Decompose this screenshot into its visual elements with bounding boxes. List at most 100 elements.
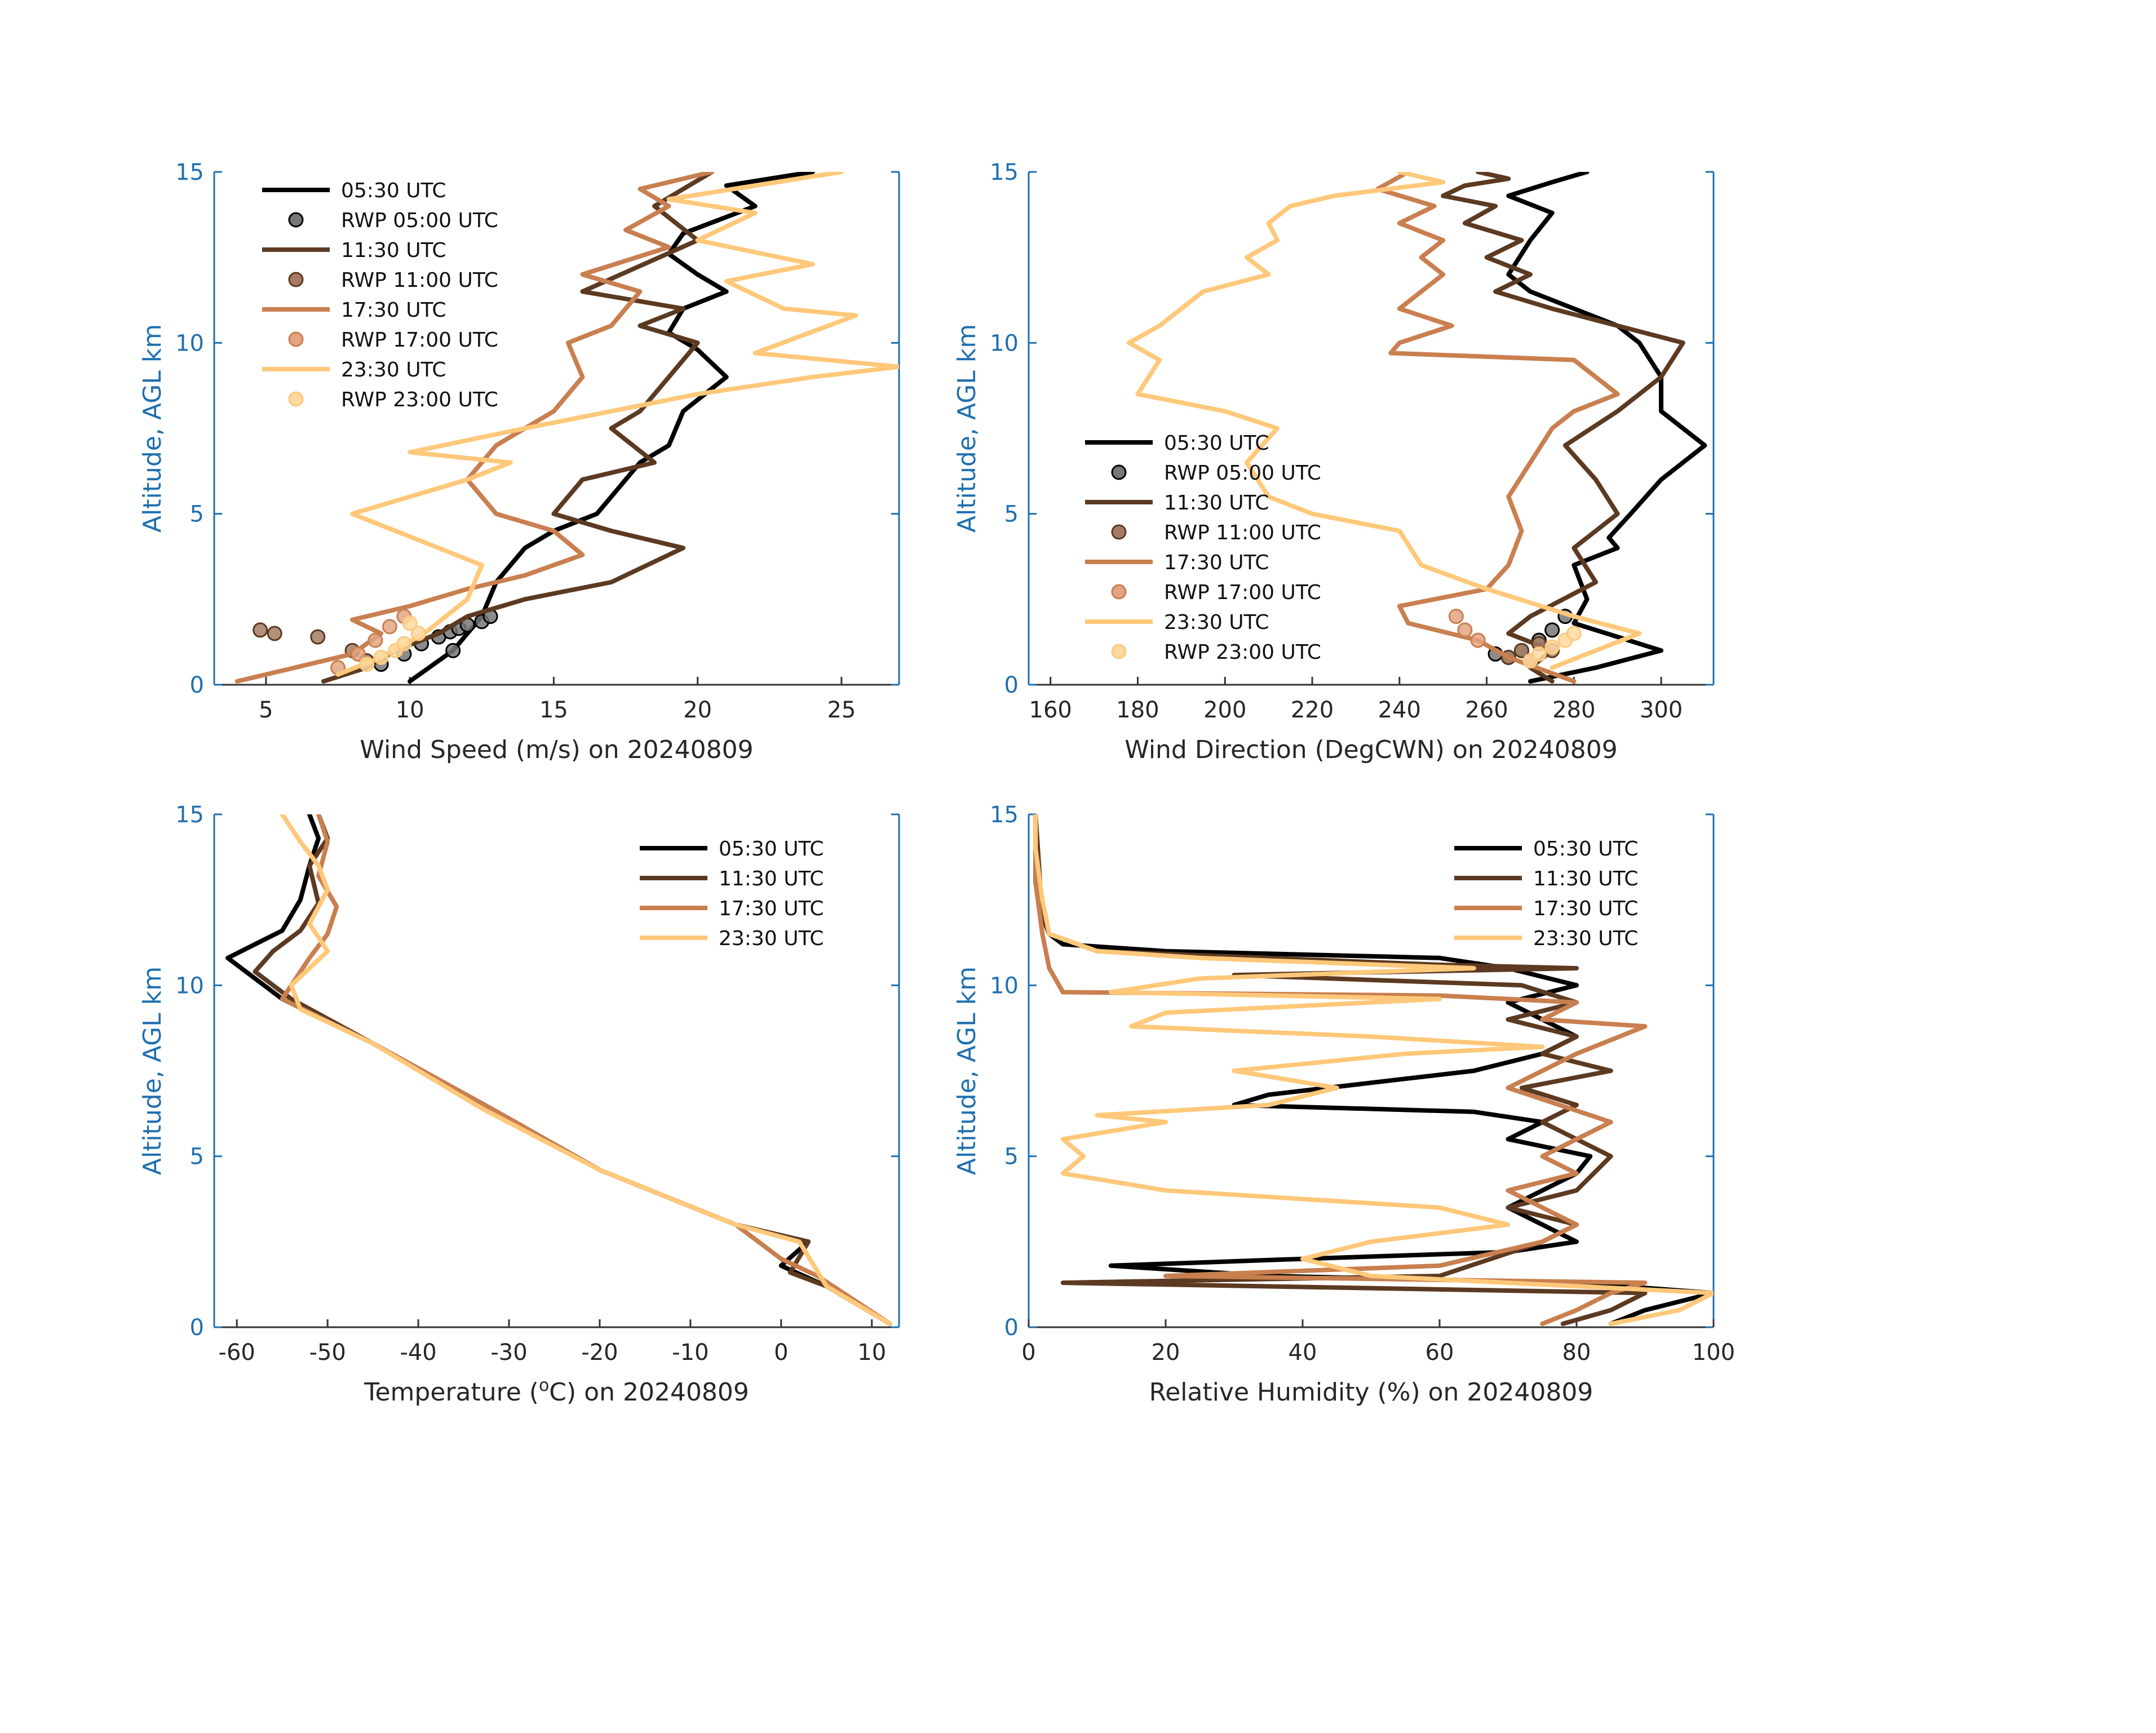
x-tick-label: 260 <box>1465 697 1508 723</box>
y-tick-label: 5 <box>190 502 204 528</box>
legend-entry-label: 11:30 UTC <box>1164 491 1269 515</box>
panel-relative_humidity: 0 5 10 15 0 20 40 60 80 100 Relative Humidity (%) … <box>953 802 1735 1407</box>
rwp-marker <box>1457 622 1473 638</box>
series-line-23-30-utc <box>280 814 892 1326</box>
series-line-23-30-utc <box>1033 814 1714 1326</box>
plot-area <box>225 814 892 1326</box>
legend-marker <box>288 272 304 287</box>
rwp-marker <box>1566 626 1582 641</box>
legend-entry-label: 05:30 UTC <box>1533 837 1639 861</box>
rwp-marker <box>1470 632 1486 648</box>
legend-marker <box>288 391 304 407</box>
y-tick-label: 0 <box>1004 672 1019 698</box>
panel-wind_speed: 0 5 10 15 5 10 15 20 25 Wind Speed (m/s) on 20240… <box>138 159 900 764</box>
legend-entry-label: 05:30 UTC <box>719 837 824 861</box>
series-line-17-30-utc <box>1375 172 1620 684</box>
x-tick-label: 40 <box>1289 1340 1317 1366</box>
y-tick-label: 15 <box>175 159 204 185</box>
x-tick-label: 80 <box>1562 1340 1591 1366</box>
y-tick-label: 0 <box>190 672 204 698</box>
y-tick-label: 10 <box>990 973 1019 999</box>
x-axis-label: Relative Humidity (%) on 20240809 <box>1149 1378 1593 1407</box>
legend-marker <box>288 212 304 228</box>
legend-marker <box>288 331 304 347</box>
y-axis-label: Altitude, AGL km <box>953 967 981 1175</box>
x-tick-label: -60 <box>219 1340 255 1366</box>
legend-entry-label: RWP 11:00 UTC <box>1164 521 1321 544</box>
plot-area <box>1127 172 1707 684</box>
rwp-marker <box>310 629 326 645</box>
legend-entry-label: 23:30 UTC <box>341 358 446 382</box>
chart-panels: 0 5 10 15 5 10 15 20 25 Wind Speed (m/s) on 20240… <box>138 159 1735 1407</box>
legend-entry-label: 17:30 UTC <box>719 897 824 920</box>
legend-entry-label: 23:30 UTC <box>1533 927 1639 950</box>
legend-marker <box>1111 644 1127 659</box>
legend-entry-label: RWP 05:00 UTC <box>341 209 498 232</box>
legend: 05:30 UTC RWP 05:00 UTC 11:30 UTC RWP 11:00… <box>1085 432 1321 664</box>
legend-entry-label: RWP 23:00 UTC <box>1164 641 1321 664</box>
legend-entry-label: 17:30 UTC <box>341 299 446 322</box>
panel-temperature: 0 5 10 15 -60 -50 -40 -30 -20 -10 0 10 Temperature (… <box>138 802 900 1407</box>
legend-entry-label: 11:30 UTC <box>719 867 824 890</box>
legend: 05:30 UTC RWP 05:00 UTC 11:30 UTC RWP 11:00… <box>262 179 498 411</box>
x-tick-label: 5 <box>259 697 273 723</box>
series-line-05-30-utc <box>1033 814 1714 1326</box>
rwp-marker <box>253 622 268 638</box>
y-tick-label: 0 <box>1004 1315 1019 1341</box>
rwp-marker <box>445 642 461 658</box>
rwp-marker <box>1513 642 1529 658</box>
series-line-11-30-utc <box>1441 172 1685 684</box>
series-line-05-30-utc <box>408 172 815 684</box>
series-line-17-30-utc <box>234 172 715 684</box>
y-tick-label: 5 <box>190 1144 204 1170</box>
legend-entry-label: RWP 23:00 UTC <box>341 388 498 411</box>
y-tick-label: 15 <box>175 802 204 828</box>
x-tick-label: 200 <box>1203 697 1246 723</box>
legend-entry-label: 23:30 UTC <box>1164 611 1269 634</box>
x-tick-label: 240 <box>1378 697 1421 723</box>
rwp-marker <box>1544 639 1560 655</box>
rwp-marker <box>1448 609 1464 624</box>
legend-marker <box>1111 584 1127 600</box>
x-tick-label: 220 <box>1291 697 1334 723</box>
rwp-marker <box>368 632 383 648</box>
x-tick-label: -40 <box>400 1340 436 1366</box>
legend-entry-label: 05:30 UTC <box>341 179 446 202</box>
rwp-marker <box>267 626 282 641</box>
x-tick-label: 20 <box>1152 1340 1180 1366</box>
legend-entry-label: RWP 11:00 UTC <box>341 269 498 292</box>
panel-wind_direction: 0 5 10 15 160 180 200 220 240 260 280 300 Wind Direc… <box>953 159 1715 764</box>
y-tick-label: 10 <box>175 330 204 356</box>
y-tick-label: 15 <box>990 802 1019 828</box>
legend-entry-label: 17:30 UTC <box>1533 897 1639 920</box>
x-tick-label: 100 <box>1692 1340 1735 1366</box>
y-tick-label: 10 <box>175 973 204 999</box>
x-tick-label: 25 <box>827 697 856 723</box>
x-axis-label: Wind Direction (DegCWN) on 20240809 <box>1125 735 1617 764</box>
x-axis-label: Wind Speed (m/s) on 20240809 <box>360 735 753 764</box>
series-line-23-30-utc <box>1127 172 1642 670</box>
plot-area <box>1033 814 1714 1326</box>
x-tick-label: 10 <box>857 1340 886 1366</box>
x-tick-label: 280 <box>1552 697 1595 723</box>
rwp-marker <box>1544 622 1560 638</box>
rwp-marker <box>359 657 375 672</box>
y-tick-label: 5 <box>1004 1144 1019 1170</box>
rwp-marker <box>410 626 426 641</box>
series-line-11-30-utc <box>1033 814 1648 1326</box>
rwp-marker <box>382 619 397 635</box>
y-axis-label: Altitude, AGL km <box>138 324 167 533</box>
rwp-marker <box>373 649 389 665</box>
legend-marker <box>1111 524 1127 540</box>
legend: 05:30 UTC 11:30 UTC 17:30 UTC 23:30 UTC <box>640 837 824 950</box>
y-tick-label: 10 <box>990 330 1019 356</box>
x-tick-label: 0 <box>1021 1340 1035 1366</box>
legend-entry-label: 11:30 UTC <box>341 239 446 262</box>
x-tick-label: 15 <box>539 697 568 723</box>
rwp-marker <box>402 615 418 631</box>
y-tick-label: 5 <box>1004 502 1019 528</box>
x-tick-label: 60 <box>1425 1340 1454 1366</box>
x-tick-label: 20 <box>683 697 712 723</box>
